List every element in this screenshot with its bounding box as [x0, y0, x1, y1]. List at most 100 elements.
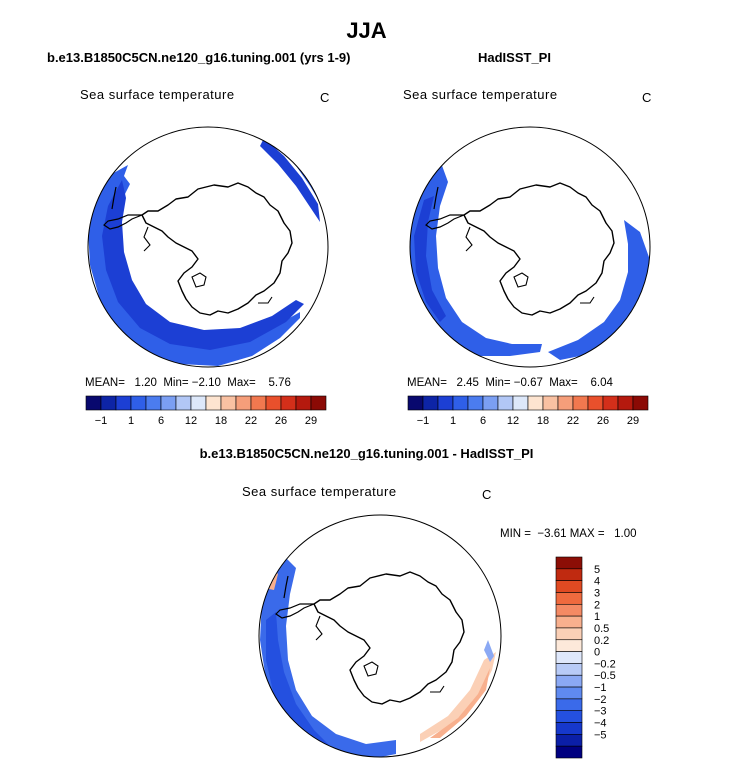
- panel-3-colorbar-tick-label: 0: [594, 647, 600, 659]
- panel-1-map: [87, 126, 329, 368]
- panel-3-colorbar-tick-label: 2: [594, 599, 600, 611]
- panel-3-colorbar-tick-label: 0.2: [594, 635, 609, 647]
- panel-2-colorbar: −1 1 6 12 18 22 26 29: [407, 395, 649, 427]
- panel-2-colorbar-swatch: [407, 395, 424, 411]
- panel-2-globe: [410, 127, 650, 367]
- panel-3-colorbar-swatch: [555, 592, 583, 605]
- panel-3-colorbar-tick-label: −3: [594, 706, 607, 718]
- panel-2-mean-label: MEAN=: [407, 377, 447, 389]
- panel-2-colorbar-swatch: [422, 395, 439, 411]
- panel-2-title: HadISST_PI: [478, 50, 551, 65]
- panel-3-max-value: 1.00: [614, 528, 637, 540]
- panel-1-variable-label: Sea surface temperature: [80, 87, 235, 102]
- panel-3-globe-outline: [258, 514, 502, 758]
- panel-1-min-value: −2.10: [191, 377, 221, 389]
- panel-2-colorbar-swatch: [467, 395, 484, 411]
- panel-3-diff-band-west-deep: [266, 612, 334, 750]
- panel-2-colorbar-tick-label: 26: [597, 415, 609, 427]
- panel-2-variable-label: Sea surface temperature: [403, 87, 558, 102]
- panel-2-colorbar-swatch: [482, 395, 499, 411]
- panel-1-colorbar-swatch: [250, 395, 267, 411]
- panel-3-colorbar-swatch: [555, 674, 583, 688]
- panel-1-colorbar-swatch: [235, 395, 252, 411]
- panel-3-colorbar-tick-label: −2: [594, 694, 607, 706]
- panel-3-colorbar-swatch: [555, 710, 583, 723]
- panel-1-colorbar: −1 1 6 12 18 22 26 29: [85, 395, 327, 427]
- panel-3-globe: [259, 515, 501, 757]
- panel-3-colorbar-swatch: [555, 639, 583, 652]
- panel-2-colorbar-swatch: [617, 395, 634, 411]
- panel-3-diff-negative-se: [484, 640, 494, 662]
- panel-2-colorbar-tick-label: 18: [537, 415, 549, 427]
- panel-1-colorbar-tick-label: 1: [128, 415, 134, 427]
- panel-3-colorbar-swatch: [555, 568, 583, 581]
- panel-3-colorbar-tick-label: −1: [594, 682, 607, 694]
- panel-2-colorbar-tick-label: 29: [627, 415, 639, 427]
- panel-1-colorbar-swatch: [190, 395, 207, 411]
- panel-3-colorbar-tick-label: −4: [594, 718, 607, 730]
- panel-1-colorbar-swatch: [280, 395, 297, 411]
- panel-1-colorbar-swatch: [220, 395, 237, 411]
- panel-2-globe-outline: [409, 126, 651, 368]
- panel-3-colorbar-swatch: [555, 734, 583, 747]
- panel-1-colorbar-swatch: [85, 395, 102, 411]
- panel-3-colorbar-tick-label: 0.5: [594, 623, 609, 635]
- panel-1-stats: MEAN= 1.20 Min= −2.10 Max= 5.76: [85, 377, 291, 389]
- panel-3-units-label: C: [482, 487, 492, 502]
- panel-3-colorbar-tick-label: 1: [594, 611, 600, 623]
- panel-1-colorbar-swatch: [115, 395, 132, 411]
- panel-3-colorbar-swatch: [555, 603, 583, 617]
- panel-3-colorbar-tick-label: −5: [594, 729, 607, 741]
- panel-2-colorbar-swatch: [437, 395, 454, 411]
- panel-3-diff-positive-se: [420, 652, 496, 742]
- panel-1-max-value: 5.76: [268, 377, 291, 389]
- panel-1-units-label: C: [320, 90, 330, 105]
- panel-2-max-value: 6.04: [590, 377, 613, 389]
- panel-3-colorbar-tick-label: −0.5: [594, 670, 616, 682]
- panel-1-colorbar-tick-label: 18: [215, 415, 227, 427]
- panel-2-colorbar-swatch: [542, 395, 559, 411]
- panel-1-colorbar-swatch: [100, 395, 117, 411]
- panel-2-units-label: C: [642, 90, 652, 105]
- panel-2-colorbar-swatch: [632, 395, 649, 411]
- panel-1-colorbar-tick-label: 6: [158, 415, 164, 427]
- panel-2-colorbar-swatch: [572, 395, 589, 411]
- panel-2-colorbar-tick-label: 1: [450, 415, 456, 427]
- panel-3-colorbar-swatch: [555, 663, 583, 676]
- panel-3-map: [258, 514, 502, 758]
- panel-2-mean-value: 2.45: [456, 377, 479, 389]
- panel-2-max-label: Max=: [549, 377, 578, 389]
- panel-2-map: [409, 126, 651, 368]
- panel-2-colorbar-swatch: [512, 395, 529, 411]
- panel-2-min-value: −0.67: [513, 377, 543, 389]
- panel-1-colorbar-tick-label: 12: [185, 415, 197, 427]
- panel-3-max-label: MAX =: [569, 528, 605, 540]
- panel-2-min-label: Min=: [485, 377, 511, 389]
- panel-1-colorbar-swatch: [175, 395, 192, 411]
- panel-3-colorbar-swatch: [555, 651, 583, 664]
- panel-1-colorbar-swatch: [160, 395, 177, 411]
- panel-2-colorbar-swatch: [527, 395, 544, 411]
- panel-3-colorbar-swatch: [555, 556, 583, 570]
- panel-3-variable-label: Sea surface temperature: [242, 484, 397, 499]
- panel-1-colorbar-tick-label: −1: [95, 415, 108, 427]
- panel-1-colorbar-tick-label: 26: [275, 415, 287, 427]
- panel-3-colorbar-swatch: [555, 745, 583, 759]
- panel-1-colorbar-tick-label: 29: [305, 415, 317, 427]
- panel-1-mean-label: MEAN=: [85, 377, 125, 389]
- panel-3-title: b.e13.B1850C5CN.ne120_g16.tuning.001 - H…: [199, 446, 534, 461]
- panel-1-max-label: Max=: [227, 377, 256, 389]
- panel-1-sst-band-east-deep: [260, 138, 320, 222]
- panel-3-colorbar-tick-label: 4: [594, 576, 600, 588]
- panel-3-colorbar-tick-label: 5: [594, 564, 600, 576]
- panel-3-colorbar-swatch: [555, 698, 583, 712]
- panel-3-colorbar-tick-label: 3: [594, 587, 600, 599]
- panel-3-colorbar-swatch: [555, 627, 583, 641]
- panel-1-sst-band-inner: [102, 180, 304, 350]
- panel-3-colorbar-swatch: [555, 615, 583, 629]
- panel-1-colorbar-swatch: [265, 395, 282, 411]
- panel-2-stats: MEAN= 2.45 Min= −0.67 Max= 6.04: [407, 377, 613, 389]
- panel-1-colorbar-swatch: [145, 395, 162, 411]
- panel-1-colorbar-tick-label: 22: [245, 415, 257, 427]
- panel-2-colorbar-tick-label: 22: [567, 415, 579, 427]
